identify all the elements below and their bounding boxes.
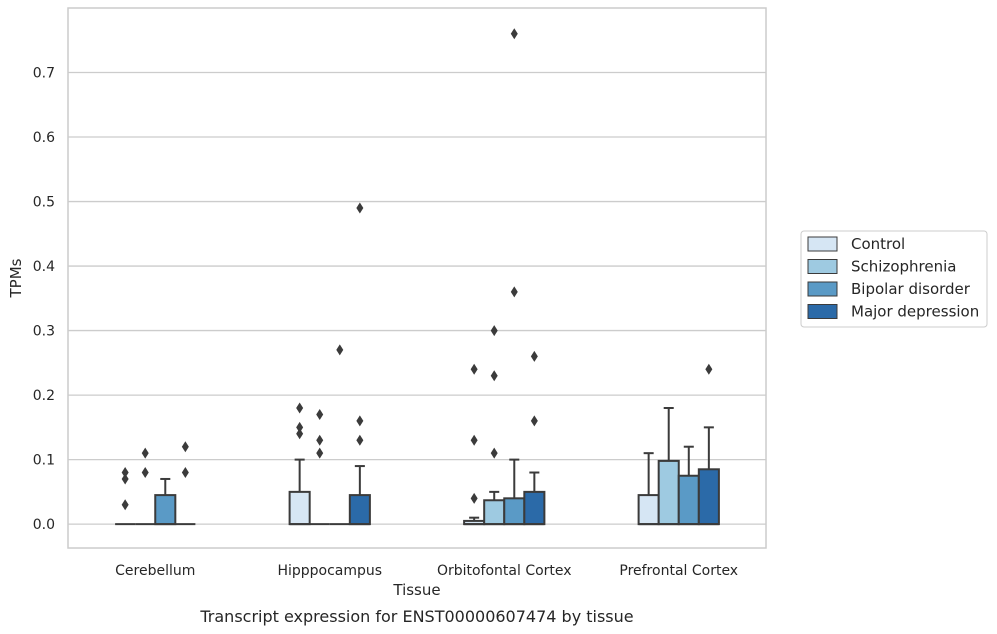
x-tick-label: Orbitofontal Cortex: [437, 563, 572, 579]
y-tick-label: 0.7: [33, 66, 55, 82]
outlier-point: [490, 370, 498, 382]
box-2-1: [483, 325, 506, 526]
legend-label: Major depression: [851, 303, 979, 321]
box-body: [348, 494, 371, 526]
outlier-point: [356, 434, 364, 446]
box-2-0: [463, 363, 486, 526]
outlier-point: [121, 473, 129, 485]
outlier-point: [141, 467, 149, 479]
y-axis-label: TPMs: [7, 258, 25, 298]
outlier-point: [510, 28, 518, 40]
legend: Control Schizophrenia Bipolar disorder Majo…: [800, 230, 988, 328]
box-body: [288, 490, 311, 526]
box-body: [523, 490, 546, 526]
outlier-point: [141, 447, 149, 459]
y-tick-label: 0.3: [33, 324, 55, 340]
y-tick-label: 0.0: [33, 517, 55, 533]
box-body: [657, 459, 680, 526]
outlier-point: [316, 434, 324, 446]
x-tick-label: Prefrontal Cortex: [619, 563, 738, 579]
box-1-3: [348, 202, 371, 526]
legend-item: Bipolar disorder: [807, 280, 971, 298]
outlier-point: [181, 467, 189, 479]
x-tick-label: Hipppocampus: [277, 563, 382, 579]
outlier-point: [490, 447, 498, 459]
legend-frame: [800, 230, 988, 328]
legend-label: Schizophrenia: [851, 258, 956, 276]
outlier-point: [530, 415, 538, 427]
box-body: [154, 494, 177, 526]
outlier-point: [356, 202, 364, 214]
outlier-point: [316, 447, 324, 459]
outlier-point: [296, 428, 304, 440]
box-3-2: [677, 445, 700, 526]
x-tick-labels: Cerebellum Hipppocampus Orbitofontal Corte…: [115, 563, 738, 579]
outlier-point: [121, 499, 129, 511]
box-body: [697, 468, 720, 526]
box-body: [677, 474, 700, 526]
y-tick-label: 0.4: [33, 259, 55, 275]
outlier-point: [470, 492, 478, 504]
box-2-3: [523, 350, 546, 526]
outlier-point: [470, 434, 478, 446]
plot-marks: [115, 28, 720, 526]
box-3-3: [697, 363, 720, 526]
outlier-point: [470, 363, 478, 375]
legend-item: Schizophrenia: [807, 258, 956, 276]
box-body: [503, 497, 526, 526]
plot-frame: [67, 7, 767, 549]
y-tick-label: 0.6: [33, 130, 55, 146]
box-0-1: [135, 447, 156, 526]
outlier-point: [530, 350, 538, 362]
box-0-2: [154, 477, 177, 526]
x-axis-label: Tissue: [392, 581, 440, 599]
legend-label: Control: [851, 235, 905, 253]
x-tick-label: Cerebellum: [115, 563, 195, 579]
box-1-0: [288, 402, 311, 526]
outlier-point: [705, 363, 713, 375]
box-body: [483, 499, 506, 526]
outlier-point: [296, 402, 304, 414]
y-tick-label: 0.5: [33, 195, 55, 211]
y-tick-labels: 0.0 0.1 0.2 0.3 0.4 0.5 0.6 0.7: [33, 66, 55, 534]
box-3-0: [637, 452, 660, 526]
y-tick-label: 0.2: [33, 388, 55, 404]
outlier-point: [336, 344, 344, 356]
outlier-point: [490, 325, 498, 337]
outlier-point: [356, 415, 364, 427]
y-tick-label: 0.1: [33, 453, 55, 469]
box-0-0: [115, 467, 136, 526]
outlier-point: [296, 421, 304, 433]
outlier-point: [316, 408, 324, 420]
legend-swatch: [807, 259, 838, 274]
legend-item: Control: [807, 235, 905, 253]
legend-swatch: [807, 236, 838, 252]
outlier-point: [121, 467, 129, 479]
box-0-3: [175, 441, 196, 526]
chart-caption: Transcript expression for ENST0000060747…: [199, 607, 633, 626]
box-1-1: [309, 408, 330, 526]
legend-swatch: [807, 281, 838, 297]
legend-swatch: [807, 304, 838, 319]
legend-label: Bipolar disorder: [851, 280, 971, 298]
box-body: [637, 494, 660, 526]
box-1-2: [329, 344, 350, 526]
legend-item: Major depression: [807, 303, 979, 321]
outlier-point: [181, 441, 189, 453]
outlier-point: [510, 286, 518, 298]
